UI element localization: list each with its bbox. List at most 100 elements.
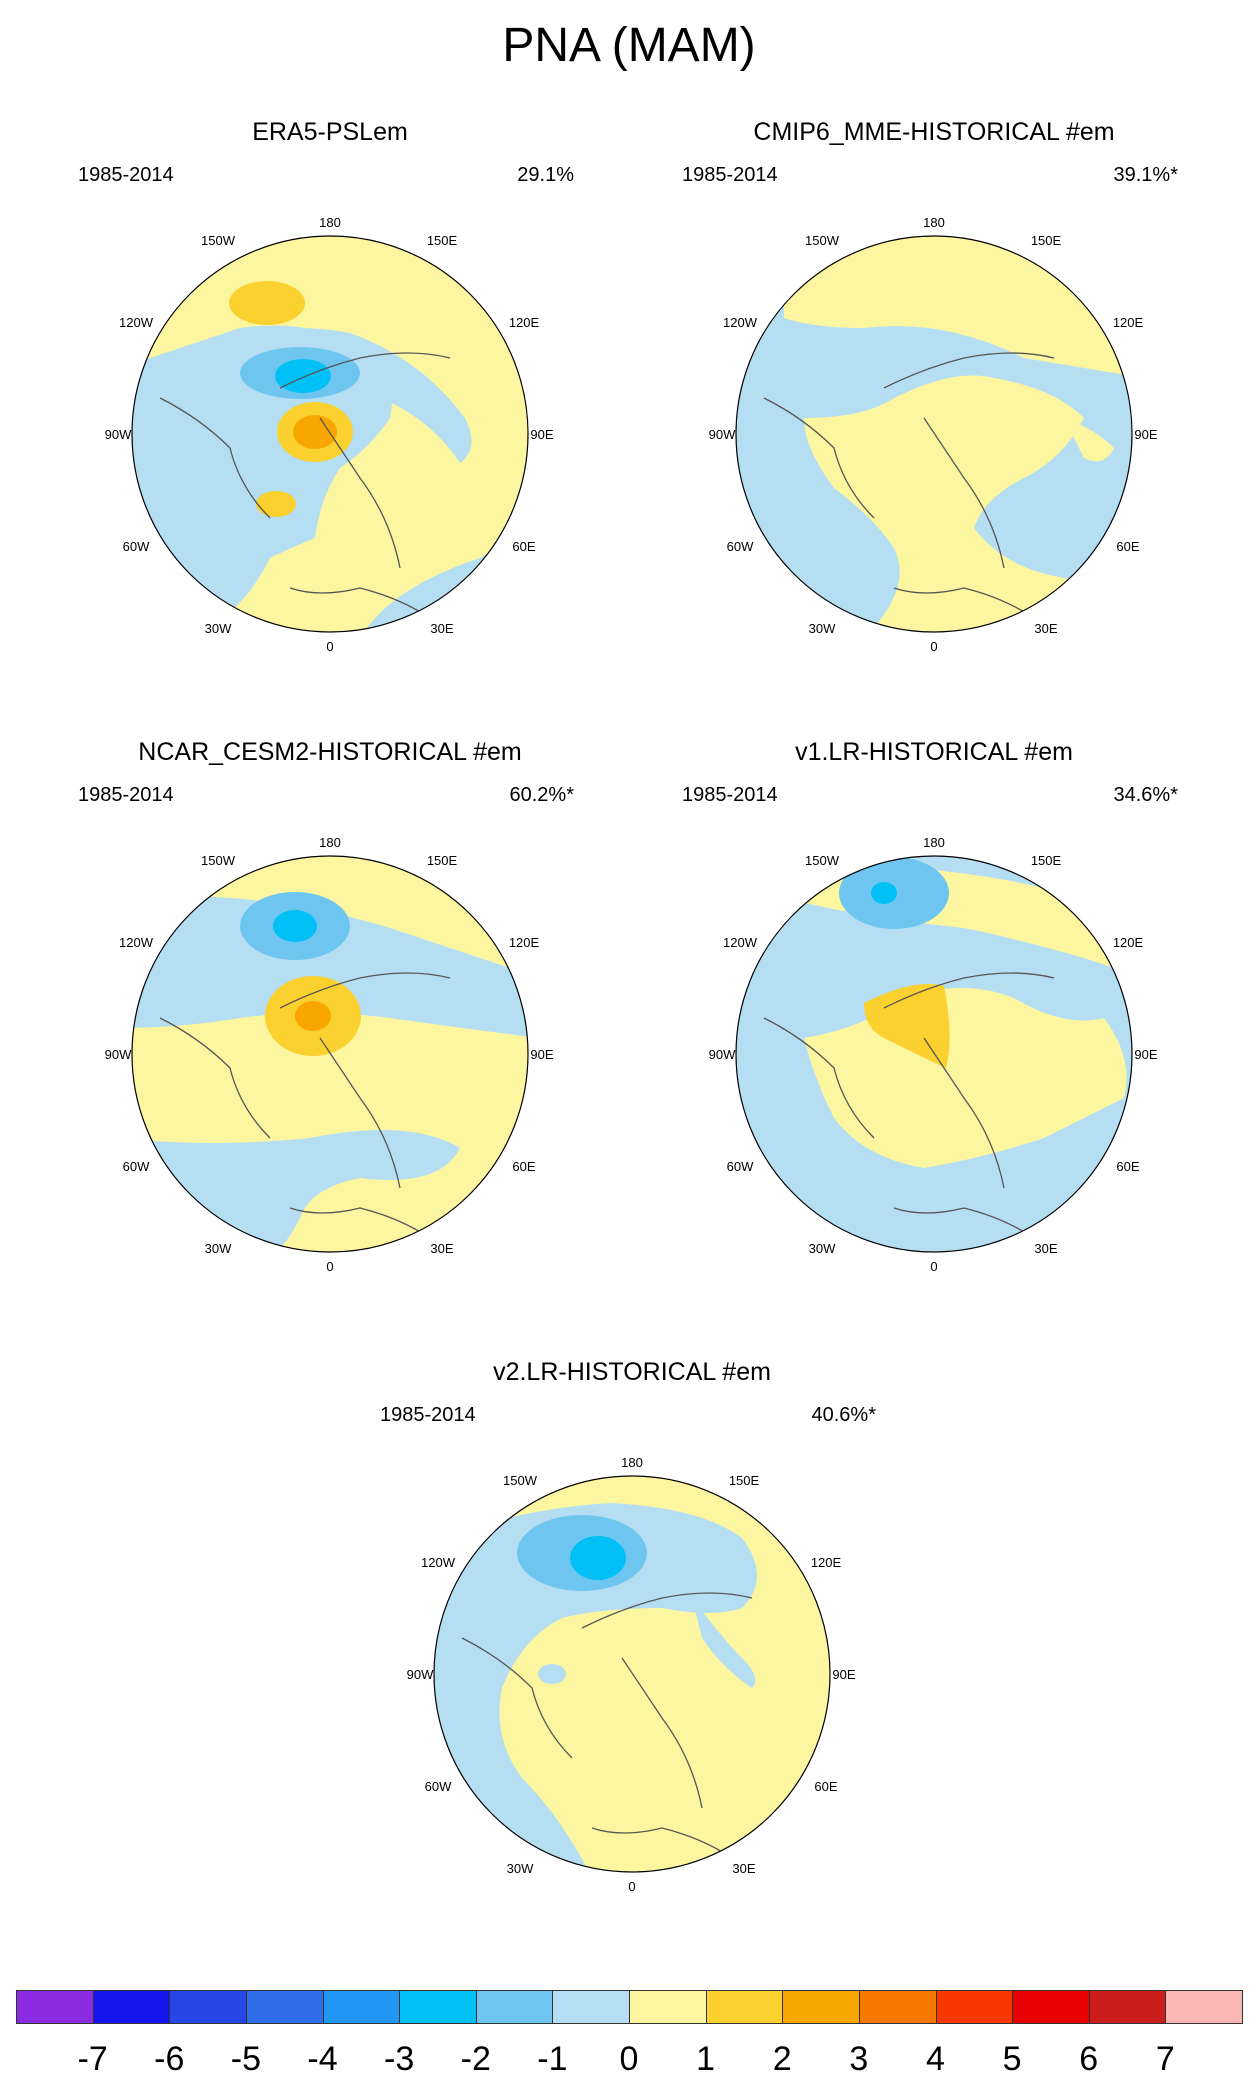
positive-region-2 [229,281,305,325]
colorbar-label: 2 [772,2040,792,2078]
longitude-label: 90E [530,427,553,442]
map-panel-cesm2: NCAR_CESM2-HISTORICAL #em 1985-2014 60.2… [60,738,600,1338]
longitude-label: 90W [709,427,736,442]
panel-variance: 39.1%* [1113,164,1179,186]
longitude-label: 60W [123,1159,150,1174]
coastline [159,972,451,1239]
longitude-label: 0 [326,639,333,654]
coastline [763,972,1055,1239]
polar-map: 180 150E 120E 90E 60E 30E 0 30W 60W 90W 120W 150W [709,215,1158,654]
longitude-label: 180 [923,215,945,230]
colorbar-label: 0 [619,2040,639,2078]
colorbar-label: 6 [1079,2040,1099,2078]
longitude-label: 120E [811,1555,842,1570]
panel-period: 1985-2014 [682,164,778,186]
map-panel-v2lr: v2.LR-HISTORICAL #em 1985-2014 40.6%* 18… [362,1358,902,1958]
negative-region-3 [871,882,897,904]
longitude-label: 30W [809,1241,836,1256]
panel-period: 1985-2014 [78,784,174,806]
map-boundary [131,235,529,633]
longitude-label: 60E [1116,1159,1139,1174]
negative-region [692,1598,756,1688]
longitude-label: 150W [805,233,840,248]
longitude-label: 0 [628,1879,635,1894]
figure-title: PNA (MAM) [502,19,756,72]
longitude-label: 60E [512,1159,535,1174]
negative-region [538,1664,566,1684]
longitude-label: 90E [1134,427,1157,442]
colorbar-swatch [1165,1990,1243,2024]
map-panel-era5: ERA5-PSLem 1985-2014 29.1% 180 150E 120E 90… [60,118,600,718]
longitude-label: 90W [105,1047,132,1062]
longitude-label: 150E [427,853,458,868]
longitude-label: 150E [1031,233,1062,248]
longitude-label: 30W [205,1241,232,1256]
longitude-label: 90E [832,1667,855,1682]
longitude-label: 90W [105,427,132,442]
negative-region [434,1503,757,1872]
map-boundary [131,855,529,1253]
negative-region [132,896,528,1038]
colorbar-swatch [92,1990,171,2024]
panel-title: ERA5-PSLem [252,118,408,146]
positive-region [1064,418,1114,462]
longitude-label: 180 [621,1455,643,1470]
colorbar-swatch [935,1990,1014,2024]
longitude-label: 30E [430,621,453,636]
colorbar-label: 4 [926,2040,945,2078]
panel-period: 1985-2014 [380,1404,476,1426]
colorbar-label: -3 [384,2040,415,2078]
positive-region-2 [864,984,950,1068]
negative-region-3 [273,910,317,942]
colorbar-swatch [629,1990,707,2024]
longitude-label: 120W [119,935,154,950]
longitude-label: 150E [729,1473,760,1488]
longitude-label: 90E [530,1047,553,1062]
longitude-label: 30E [1034,621,1057,636]
longitude-label: 150E [1031,853,1062,868]
longitude-label: 60W [425,1779,452,1794]
longitude-label: 90E [1134,1047,1157,1062]
longitude-label: 60W [727,1159,754,1174]
longitude-label: 180 [319,835,341,850]
longitude-label: 30W [205,621,232,636]
colorbar-swatch [1012,1990,1090,2024]
longitude-label: 30W [809,621,836,636]
longitude-label: 180 [923,835,945,850]
colorbar-label: -5 [230,2040,261,2078]
polar-map: 180 150E 120E 90E 60E 30E 0 30W 60W 90W 120W 150W [709,835,1158,1274]
longitude-label: 120E [1113,315,1144,330]
map-boundary [735,235,1133,633]
colorbar-swatch [16,1990,94,2024]
longitude-label: 90W [709,1047,736,1062]
colorbar-label: -6 [154,2040,185,2078]
colorbar-label: 1 [696,2040,716,2078]
colorbar-swatch [552,1990,630,2024]
colorbar-label: -7 [77,2040,108,2078]
colorbar-swatch [858,1990,937,2024]
panel-title: v1.LR-HISTORICAL #em [795,738,1073,766]
polar-map: 180 150E 120E 90E 60E 30E 0 30W 60W 90W 120W 150W [407,1455,856,1894]
longitude-label: 60E [512,539,535,554]
colorbar-label: 5 [1002,2040,1022,2078]
longitude-label: 30W [507,1861,534,1876]
colorbar-swatch [322,1990,401,2024]
map-boundary [433,1475,831,1873]
longitude-label: 120W [421,1555,456,1570]
colorbar-label: 3 [849,2040,869,2078]
positive-region [804,375,1132,632]
panel-title: NCAR_CESM2-HISTORICAL #em [138,738,522,766]
polar-map: 180 150E 120E 90E 60E 30E 0 30W 60W 90W 120W 150W [105,215,554,654]
coastline [461,1592,753,1859]
longitude-label: 150W [503,1473,538,1488]
panel-variance: 29.1% [517,164,574,186]
longitude-label: 0 [930,1259,937,1274]
longitude-label: 150W [201,233,236,248]
longitude-label: 30E [1034,1241,1057,1256]
longitude-label: 0 [326,1259,333,1274]
colorbar-swatch [169,1990,247,2024]
positive-region-2 [256,491,296,517]
longitude-label: 120W [723,935,758,950]
longitude-label: 120W [723,315,758,330]
longitude-label: 120E [509,935,540,950]
